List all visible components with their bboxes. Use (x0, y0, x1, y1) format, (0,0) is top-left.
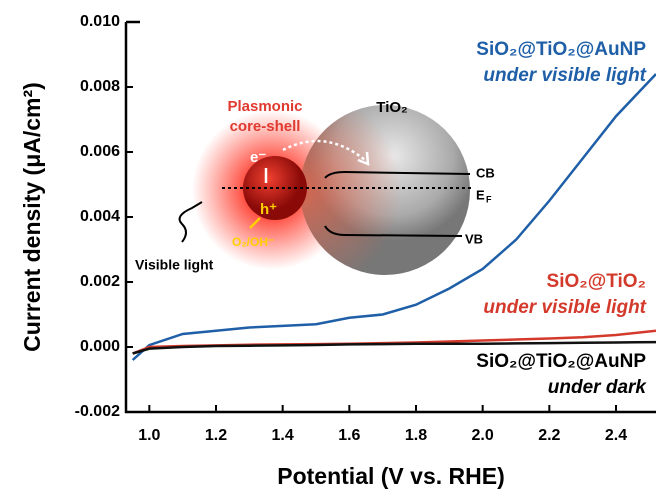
y-tick-label: 0.000 (80, 338, 120, 355)
x-tick-label: 2.0 (472, 427, 494, 444)
inset-label: TiO₂ (376, 99, 407, 116)
x-tick-label: 1.0 (138, 427, 160, 444)
x-tick-label: 1.4 (272, 427, 294, 444)
y-tick-label: -0.002 (75, 403, 120, 420)
inset-label: e⁻ (250, 149, 266, 166)
inset-label: VB (465, 231, 483, 246)
y-axis-label: Current density (μA/cm²) (19, 82, 45, 352)
inset-label: CB (476, 165, 495, 180)
legend-label: SiO₂@TiO₂@AuNP (476, 351, 646, 372)
inset-label: O₂/OH⁻ (232, 235, 274, 249)
x-tick-label: 1.8 (405, 427, 427, 444)
legend-condition: under dark (548, 377, 648, 398)
y-tick-label: 0.008 (80, 78, 120, 95)
legend-label: SiO₂@TiO₂ (547, 271, 646, 292)
legend-label: SiO₂@TiO₂@AuNP (476, 39, 646, 60)
y-tick-label: 0.010 (80, 13, 120, 30)
legend-condition: under visible light (483, 297, 646, 318)
legend-condition: under visible light (483, 65, 646, 86)
x-tick-label: 1.2 (205, 427, 227, 444)
x-tick-label: 2.2 (538, 427, 560, 444)
x-axis-label: Potential (V vs. RHE) (277, 463, 504, 489)
y-tick-label: 0.006 (80, 143, 120, 160)
y-tick-label: 0.004 (80, 208, 120, 225)
inset-label: Plasmonic (227, 98, 302, 115)
shell-glow (300, 105, 470, 275)
inset-label: E (476, 187, 485, 202)
x-tick-label: 2.4 (605, 427, 627, 444)
inset-label: h⁺ (260, 201, 277, 218)
chart: -0.002 0.000 0.002 0.004 0.006 0.008 0.010 1.0 1… (0, 0, 656, 501)
inset-label: Visible light (135, 257, 214, 273)
x-tick-label: 1.6 (338, 427, 360, 444)
inset: Plasmonic core-shell TiO₂ CB E F VB e⁻ h… (135, 98, 495, 275)
y-tick-label: 0.002 (80, 273, 120, 290)
inset-label: core-shell (230, 118, 301, 135)
inset-label: F (486, 194, 492, 204)
